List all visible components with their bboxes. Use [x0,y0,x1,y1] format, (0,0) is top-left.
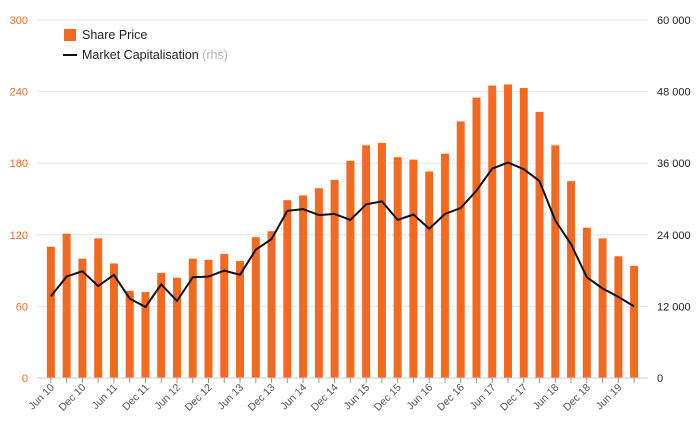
bar [109,263,118,378]
x-tick-label: Dec 13 [246,382,278,414]
x-tick-label: Dec 11 [120,382,152,414]
bar [204,259,213,378]
y-left-tick-label: 300 [10,15,28,27]
y-right-tick-label: 0 [657,373,663,385]
bar [425,171,434,378]
bar [362,145,371,378]
x-tick-label: Jun 11 [90,382,120,412]
y-left-tick-label: 180 [10,158,28,170]
legend-label-market-cap-name: Market Capitalisation [82,48,199,62]
bar [377,142,386,378]
x-tick-label: Jun 18 [531,382,562,413]
bar [283,200,292,378]
y-right-tick-label: 48 000 [657,87,691,99]
x-tick-label: Dec 17 [498,382,530,414]
bar [330,179,339,378]
x-tick-label: Jun 16 [405,382,436,413]
x-tick-label: Dec 18 [561,382,593,414]
bar [519,88,528,379]
bar [141,292,150,378]
x-tick-label: Dec 16 [435,382,467,414]
y-left-tick-label: 0 [22,373,28,385]
x-tick-label: Jun 14 [278,382,309,413]
y-left-tick-label: 240 [10,87,28,99]
x-tick-label: Dec 10 [57,382,89,414]
bar [157,272,166,378]
bar [409,159,418,378]
bar [472,97,481,379]
x-tick-label: Jun 17 [468,382,499,413]
bar [188,258,197,378]
bar [78,258,87,378]
bar [582,227,591,378]
y-left-tick-label: 120 [10,230,28,242]
bar [551,145,560,378]
x-tick-label: Dec 14 [309,382,341,414]
share-price-bars [46,84,639,379]
bar [236,261,245,378]
bar [62,233,71,378]
x-tick-label: Jun 15 [341,382,372,413]
bar [94,238,103,378]
bar [614,256,623,378]
x-tick-label: Jun 12 [152,382,183,413]
bar [630,265,639,378]
bar [598,238,607,378]
market-cap-line [50,161,635,308]
y-left-tick-label: 60 [16,301,28,313]
market-cap-line-group [50,161,635,308]
legend-label-market-cap: Market Capitalisation (rhs) [82,48,228,62]
x-tick-label: Jun 19 [594,382,625,413]
bar [251,237,260,378]
y-right-tick-label: 60 000 [657,15,691,27]
legend: Share Price Market Capitalisation (rhs) [63,28,228,62]
bar [125,290,134,378]
bar [220,253,229,378]
bar [504,84,513,378]
bar [567,181,576,378]
legend-label-rhs: (rhs) [202,48,228,62]
y-right-tick-label: 36 000 [657,158,691,170]
y-right-tick-label: 24 000 [657,230,691,242]
x-tick-label: Dec 15 [372,382,404,414]
bar [393,157,402,378]
legend-swatch-share-price [64,29,76,41]
bar [488,85,497,378]
bar [172,277,181,378]
x-tick-label: Jun 13 [215,382,246,413]
gridlines [37,19,648,307]
bar [535,111,544,379]
bar [46,246,55,378]
bar [314,188,323,378]
bar [267,231,276,378]
bar [346,160,355,378]
bar [440,153,449,378]
y-right-tick-label: 12 000 [657,301,691,313]
bar [456,121,465,378]
x-tick-label: Dec 12 [183,382,215,414]
x-tick-label: Jun 10 [26,382,57,413]
bar [299,195,308,378]
legend-label-share-price: Share Price [82,28,147,42]
